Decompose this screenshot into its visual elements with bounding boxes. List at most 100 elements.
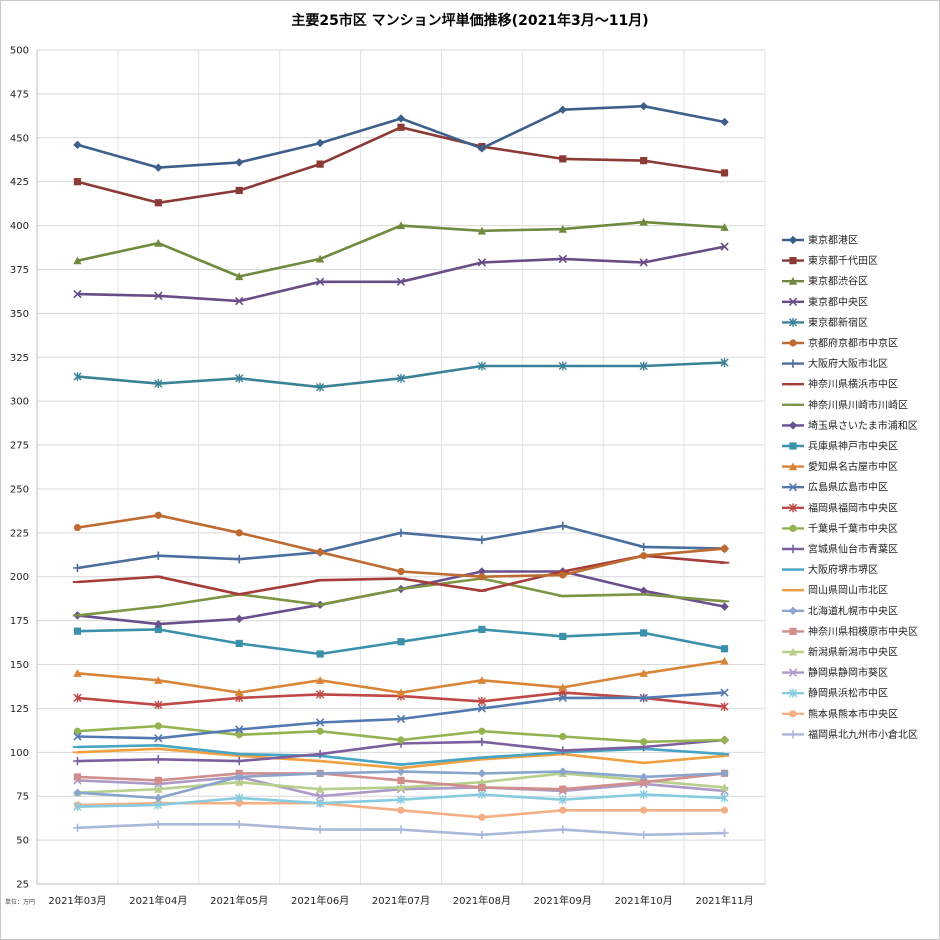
data-point [235, 158, 244, 167]
data-point [235, 373, 244, 383]
data-point [73, 563, 82, 573]
data-point [154, 291, 163, 300]
axis-layer: 25 50 75 100 125 150 175 200 225 250 275 300 325 350 3… [10, 46, 765, 907]
data-point [154, 722, 162, 730]
series-9 [72, 577, 730, 617]
data-point [720, 656, 729, 665]
data-point [396, 825, 406, 834]
legend-item: 東京都渋谷区 [782, 275, 868, 288]
series-line [77, 659, 725, 694]
data-point [639, 830, 648, 840]
legend-label: 神奈川県横浜市中区 [808, 378, 898, 391]
series-4 [73, 242, 729, 306]
data-point [558, 825, 567, 834]
data-point [558, 224, 567, 233]
y-tick-label: 50 [16, 836, 29, 847]
data-point [639, 669, 648, 677]
legend-marker [788, 359, 798, 368]
legend-marker [789, 627, 797, 635]
series-13 [73, 688, 729, 743]
data-point [154, 784, 163, 793]
data-point [639, 361, 648, 371]
data-point [396, 221, 406, 230]
series-line [77, 126, 725, 205]
data-point [477, 790, 486, 799]
data-point [396, 277, 406, 286]
data-point [720, 242, 729, 251]
data-point [558, 693, 567, 703]
data-point [397, 776, 405, 785]
data-point [720, 793, 729, 803]
legend-marker [788, 668, 798, 677]
series-line [77, 220, 725, 278]
chart-title: 主要25市区 マンション坪単価推移(2021年3月～11月) [291, 13, 649, 29]
grid-layer [36, 49, 766, 885]
series-3 [73, 217, 729, 281]
data-point [315, 277, 325, 286]
unit-note: 単位：万円 [5, 899, 36, 906]
data-point [316, 727, 324, 735]
y-tick-label: 125 [10, 704, 29, 715]
legend-label: 神奈川県相模原市中央区 [808, 625, 918, 638]
legend-marker [788, 606, 798, 615]
y-tick-label: 400 [10, 221, 29, 232]
data-point [73, 140, 82, 150]
data-point [73, 372, 82, 381]
series-25 [73, 820, 729, 840]
legend-item: 東京都千代田区 [782, 254, 878, 267]
legend-marker [788, 421, 798, 430]
data-point [154, 619, 163, 629]
legend-label: 広島県広島市中区 [808, 481, 888, 494]
y-tick-label: 150 [10, 660, 29, 671]
legend-item: 宮城県仙台市青葉区 [782, 543, 898, 556]
x-tick-label: 2021年11月 [695, 894, 753, 907]
legend-item: 埼玉県さいたま市浦和区 [782, 419, 918, 432]
data-point [477, 676, 487, 684]
data-point [478, 783, 486, 792]
legend-marker [789, 339, 797, 347]
legend-marker [788, 483, 798, 492]
data-point [397, 736, 405, 744]
data-point [639, 772, 648, 782]
legend-marker [788, 318, 798, 327]
data-point [478, 727, 486, 735]
y-tick-label: 325 [10, 353, 29, 364]
legend-item: 北海道札幌市中央区 [782, 604, 898, 617]
data-point [154, 734, 163, 743]
data-point [640, 738, 648, 746]
y-tick-label: 425 [10, 177, 29, 188]
legend-label: 東京都中央区 [808, 295, 868, 308]
data-point [396, 783, 406, 792]
data-point [559, 571, 567, 579]
legend-marker [788, 647, 798, 656]
data-point [154, 793, 163, 803]
data-point [315, 825, 325, 834]
data-point [396, 528, 406, 538]
series-18 [72, 747, 730, 770]
legend-label: 愛知県名古屋市中区 [808, 460, 898, 473]
data-point [720, 769, 729, 778]
legend-label: 静岡県静岡市葵区 [808, 666, 888, 679]
legend-item: 東京都中央区 [782, 295, 868, 308]
data-point [316, 650, 324, 658]
data-point [315, 254, 325, 263]
data-point [558, 767, 567, 776]
y-tick-label: 250 [10, 484, 29, 495]
data-point [235, 529, 243, 537]
data-point [559, 632, 567, 641]
data-point [235, 186, 243, 195]
data-point [558, 746, 567, 755]
data-point [396, 795, 406, 805]
series-11 [73, 625, 729, 658]
legend-item: 大阪府大阪市北区 [782, 357, 888, 370]
legend-label: 東京都渋谷区 [808, 275, 868, 288]
x-tick-label: 2021年08月 [453, 894, 511, 907]
data-point [640, 806, 648, 814]
x-tick-label: 2021年05月 [210, 894, 268, 907]
data-point [558, 361, 567, 371]
series-15 [73, 722, 729, 746]
data-point [73, 289, 82, 299]
legend-label: 新潟県新潟市中央区 [808, 646, 898, 659]
legend-marker [789, 442, 797, 450]
data-point [397, 638, 405, 646]
